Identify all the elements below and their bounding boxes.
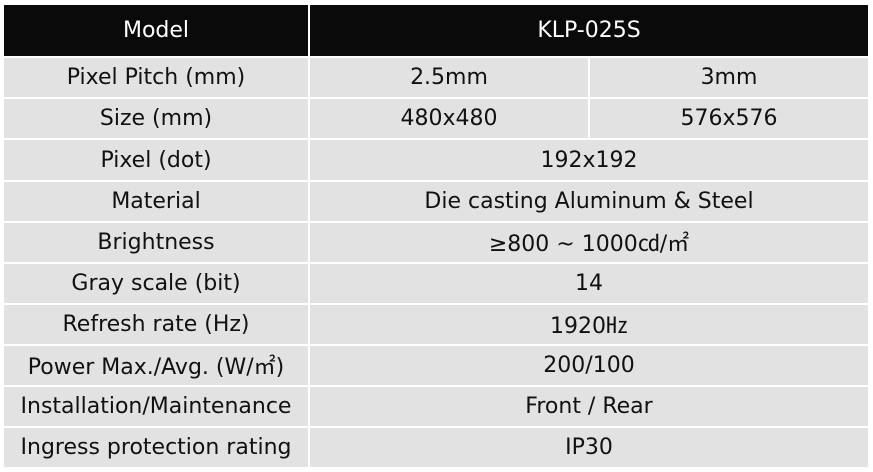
header-label: Model bbox=[4, 5, 308, 57]
row-value: 200/100 bbox=[310, 345, 868, 385]
row-label: Refresh rate (Hz) bbox=[4, 304, 308, 344]
row-value: Front / Rear bbox=[310, 386, 868, 426]
row-value: 2.5mm bbox=[310, 58, 588, 98]
row-label: Pixel (dot) bbox=[4, 140, 308, 180]
table-row: Refresh rate (Hz) 1920㎐ bbox=[4, 304, 868, 344]
table-row: Material Die casting Aluminum & Steel bbox=[4, 181, 868, 221]
model-value: KLP-025S bbox=[310, 5, 868, 57]
row-value: 192x192 bbox=[310, 140, 868, 180]
row-value: Die casting Aluminum & Steel bbox=[310, 181, 868, 221]
row-label: Size (mm) bbox=[4, 99, 308, 139]
spec-table: Model KLP-025S Pixel Pitch (mm) 2.5mm 3m… bbox=[2, 3, 870, 469]
row-label: Brightness bbox=[4, 222, 308, 262]
row-value: 1920㎐ bbox=[310, 304, 868, 344]
row-label: Gray scale (bit) bbox=[4, 263, 308, 303]
table-row: Size (mm) 480x480 576x576 bbox=[4, 99, 868, 139]
table-row: Pixel (dot) 192x192 bbox=[4, 140, 868, 180]
table-row: Installation/Maintenance Front / Rear bbox=[4, 386, 868, 426]
row-value: 480x480 bbox=[310, 99, 588, 139]
row-label: Power Max./Avg. (W/㎡) bbox=[4, 345, 308, 385]
header-row: Model KLP-025S bbox=[4, 5, 868, 57]
row-label: Material bbox=[4, 181, 308, 221]
table-row: Ingress protection rating IP30 bbox=[4, 427, 868, 467]
row-value: IP30 bbox=[310, 427, 868, 467]
table-row: Pixel Pitch (mm) 2.5mm 3mm bbox=[4, 58, 868, 98]
row-label: Ingress protection rating bbox=[4, 427, 308, 467]
table-row: Power Max./Avg. (W/㎡) 200/100 bbox=[4, 345, 868, 385]
row-value: 3mm bbox=[590, 58, 868, 98]
table-row: Gray scale (bit) 14 bbox=[4, 263, 868, 303]
table-row: Brightness ≥800 ~ 1000㏅/㎡ bbox=[4, 222, 868, 262]
row-label: Installation/Maintenance bbox=[4, 386, 308, 426]
row-label: Pixel Pitch (mm) bbox=[4, 58, 308, 98]
row-value: 576x576 bbox=[590, 99, 868, 139]
row-value: 14 bbox=[310, 263, 868, 303]
row-value: ≥800 ~ 1000㏅/㎡ bbox=[310, 222, 868, 262]
